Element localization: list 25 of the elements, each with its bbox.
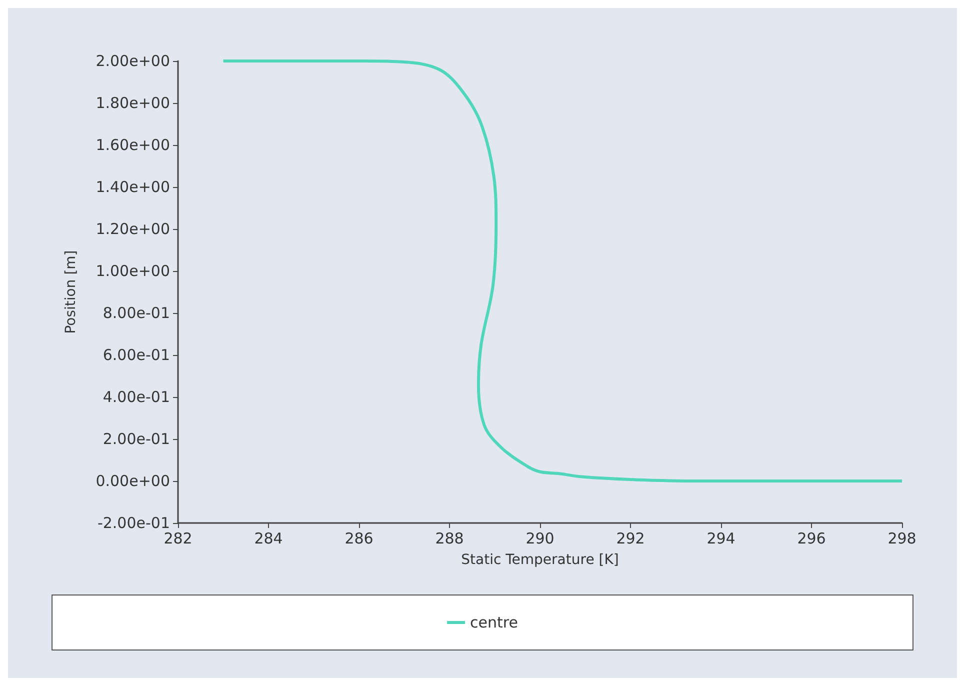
y-tick-label: 2.00e-01 — [102, 430, 170, 448]
x-tick-label: 284 — [254, 530, 283, 548]
x-tick-label: 288 — [435, 530, 464, 548]
line-series — [222, 60, 904, 482]
x-tick-label: 296 — [797, 530, 826, 548]
y-tick-label: 1.80e+00 — [96, 94, 170, 112]
y-axis-title: Position [m] — [63, 250, 79, 334]
y-tick-label: 1.20e+00 — [96, 220, 170, 238]
y-tick-label: 2.00e+00 — [96, 52, 170, 70]
y-tick-label: 4.00e-01 — [102, 388, 170, 406]
x-axis-title: Static Temperature [K] — [461, 552, 619, 568]
x-tick-label: 286 — [344, 530, 374, 548]
x-tick-label: 290 — [526, 530, 554, 548]
x-tick-label: 282 — [164, 530, 192, 548]
y-tick-label: 8.00e-01 — [102, 304, 170, 322]
y-tick-label: 1.00e+00 — [96, 262, 170, 280]
y-tick-label: 1.40e+00 — [96, 178, 170, 196]
y-tick-label: -2.00e-01 — [97, 514, 170, 532]
x-tick-label: 292 — [616, 530, 645, 548]
x-tick-label: 298 — [888, 530, 916, 548]
legend-label: centre — [470, 614, 518, 632]
y-tick-label: 6.00e-01 — [102, 346, 170, 364]
x-tick-label: 294 — [706, 530, 736, 548]
y-tick-label: 1.60e+00 — [96, 136, 170, 154]
y-tick-label: 0.00e+00 — [96, 472, 170, 490]
